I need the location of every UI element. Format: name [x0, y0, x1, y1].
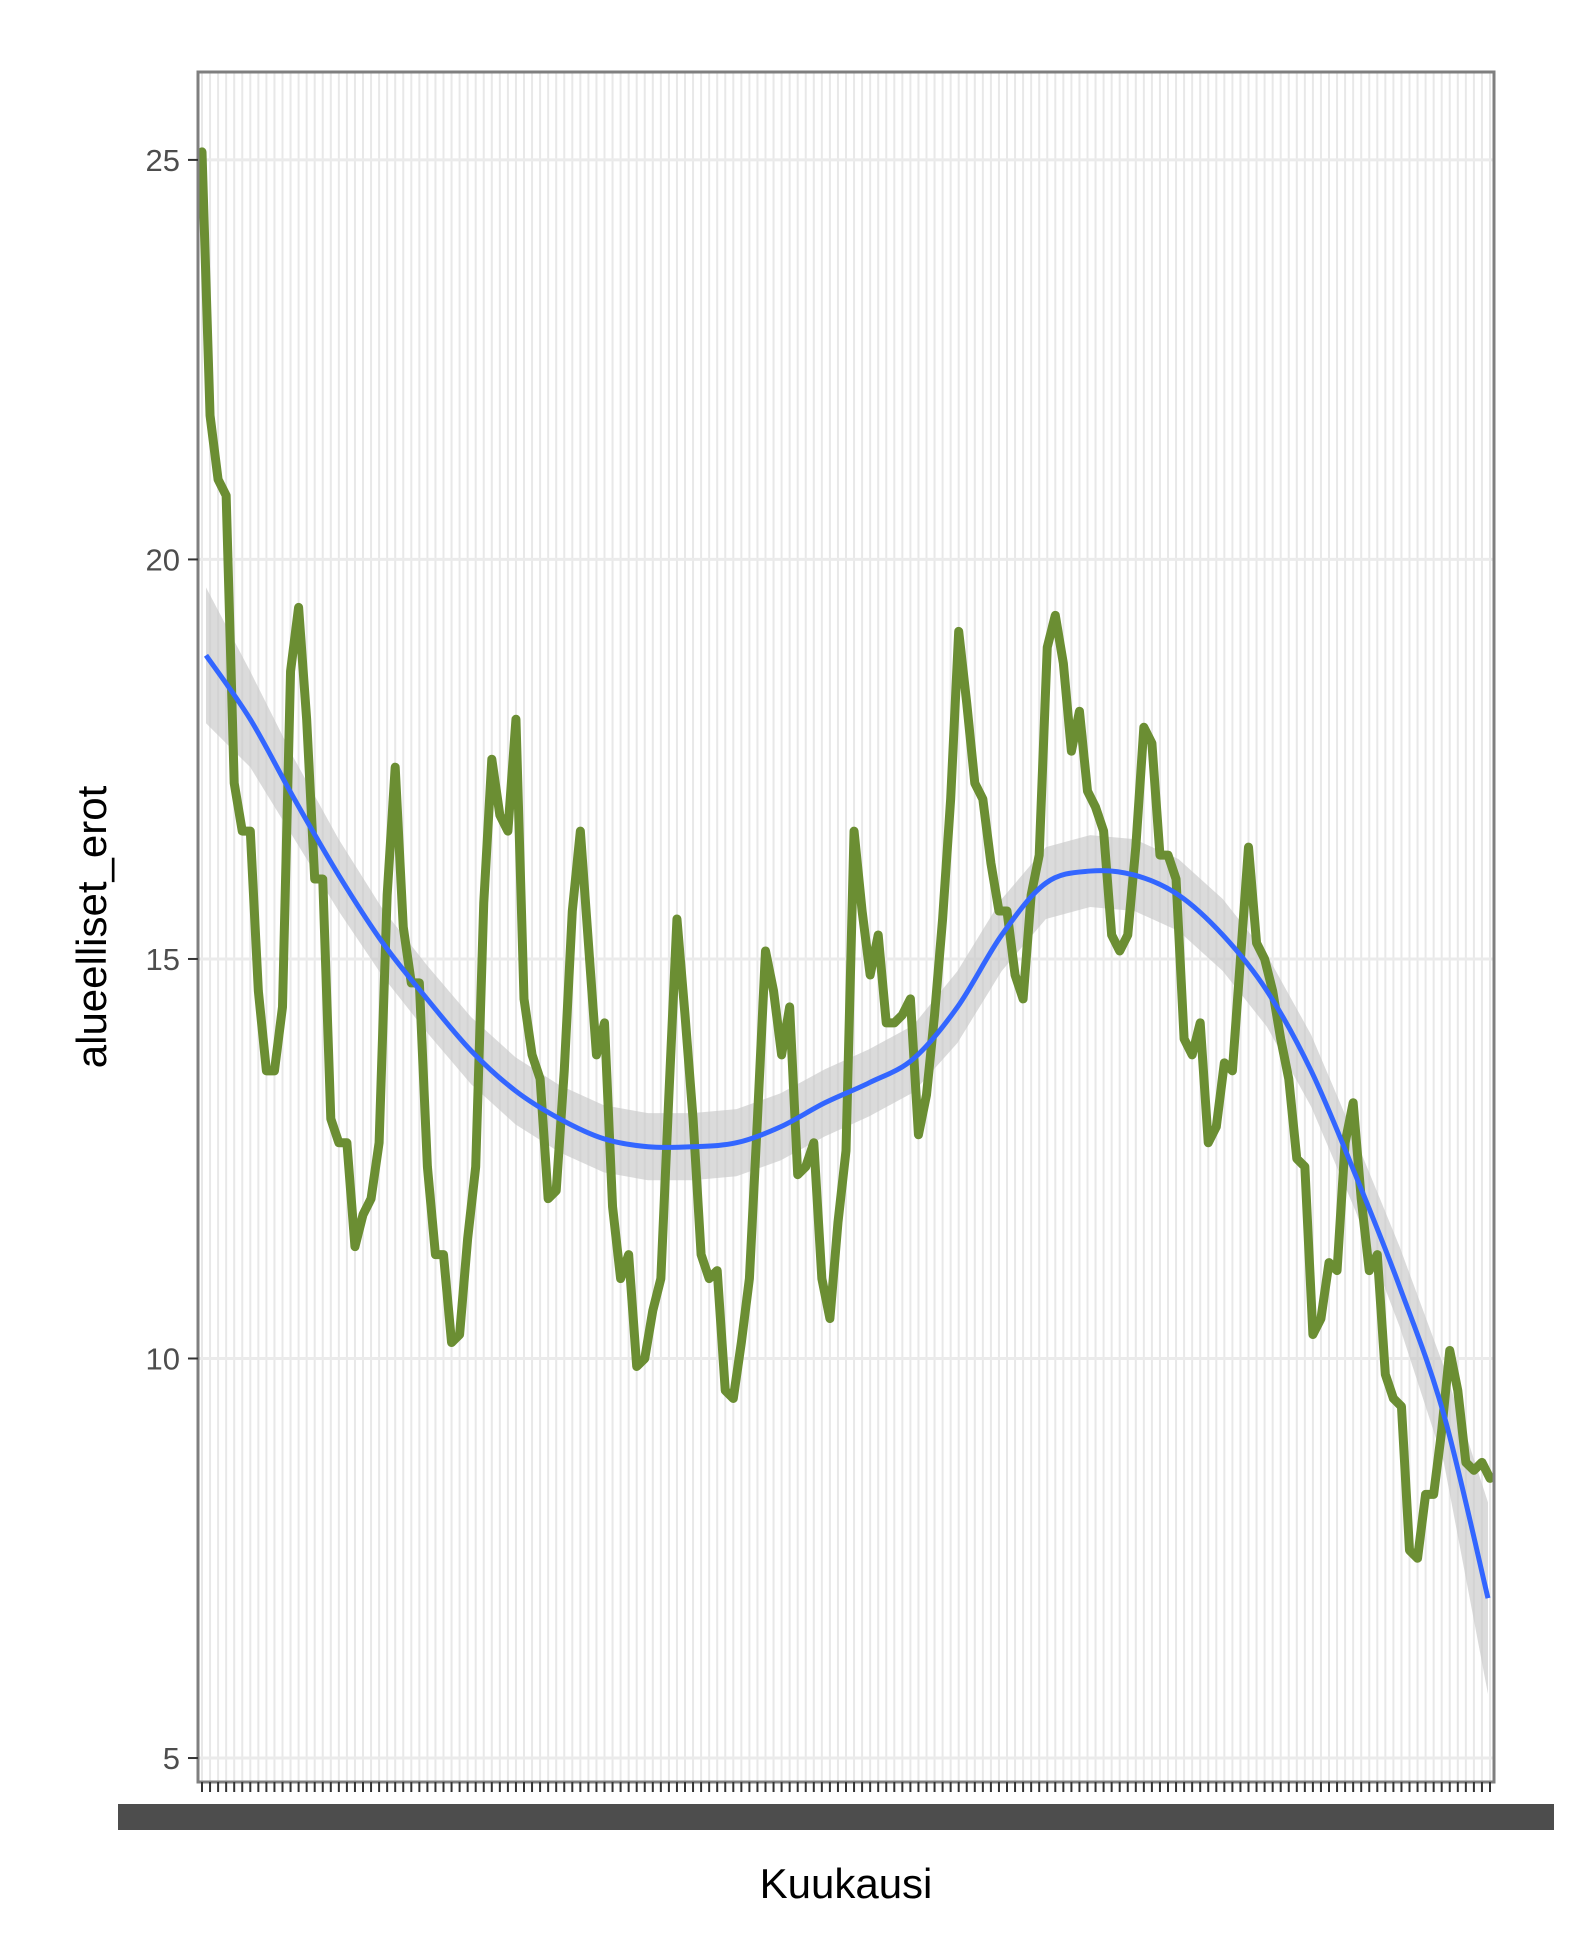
x-axis: [118, 1782, 1554, 1830]
vertical-gridlines: [201, 72, 1491, 1782]
y-tick-label: 5: [163, 1741, 180, 1776]
y-tick-label: 10: [146, 1341, 180, 1376]
y-tick-label: 25: [146, 143, 180, 178]
y-axis: 5 10 15 20 25: [146, 143, 198, 1776]
y-tick-label: 20: [146, 542, 180, 577]
y-tick-label: 15: [146, 942, 180, 977]
x-tick-label-overlap: [118, 1804, 1554, 1830]
smooth-line-layer: [203, 653, 1491, 1599]
smooth-line: [203, 653, 1491, 1599]
y-axis-title: alueelliset_erot: [68, 785, 115, 1068]
horizontal-gridlines: [198, 158, 1494, 1760]
x-axis-title: Kuukausi: [760, 1860, 933, 1907]
